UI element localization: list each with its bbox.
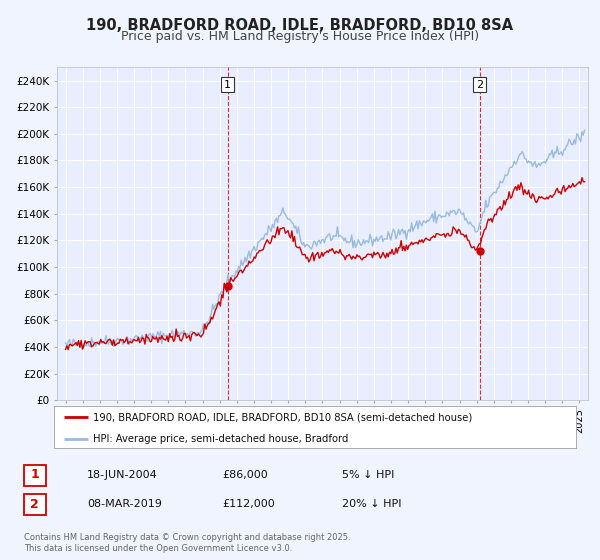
Text: £112,000: £112,000 <box>222 499 275 509</box>
Text: 20% ↓ HPI: 20% ↓ HPI <box>342 499 401 509</box>
Text: Contains HM Land Registry data © Crown copyright and database right 2025.
This d: Contains HM Land Registry data © Crown c… <box>24 533 350 553</box>
Text: 2: 2 <box>31 497 39 511</box>
Text: 18-JUN-2004: 18-JUN-2004 <box>87 470 158 480</box>
Text: 2: 2 <box>476 80 484 90</box>
Text: 5% ↓ HPI: 5% ↓ HPI <box>342 470 394 480</box>
Text: £86,000: £86,000 <box>222 470 268 480</box>
Text: 08-MAR-2019: 08-MAR-2019 <box>87 499 162 509</box>
Text: 190, BRADFORD ROAD, IDLE, BRADFORD, BD10 8SA (semi-detached house): 190, BRADFORD ROAD, IDLE, BRADFORD, BD10… <box>93 412 472 422</box>
Text: 190, BRADFORD ROAD, IDLE, BRADFORD, BD10 8SA: 190, BRADFORD ROAD, IDLE, BRADFORD, BD10… <box>86 18 514 33</box>
Text: Price paid vs. HM Land Registry's House Price Index (HPI): Price paid vs. HM Land Registry's House … <box>121 30 479 43</box>
Text: 1: 1 <box>31 468 39 482</box>
Text: 1: 1 <box>224 80 231 90</box>
Text: HPI: Average price, semi-detached house, Bradford: HPI: Average price, semi-detached house,… <box>93 434 349 444</box>
